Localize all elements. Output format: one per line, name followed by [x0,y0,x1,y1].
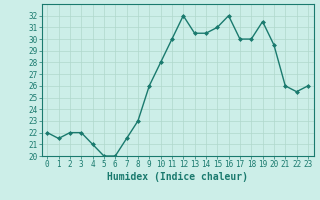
X-axis label: Humidex (Indice chaleur): Humidex (Indice chaleur) [107,172,248,182]
